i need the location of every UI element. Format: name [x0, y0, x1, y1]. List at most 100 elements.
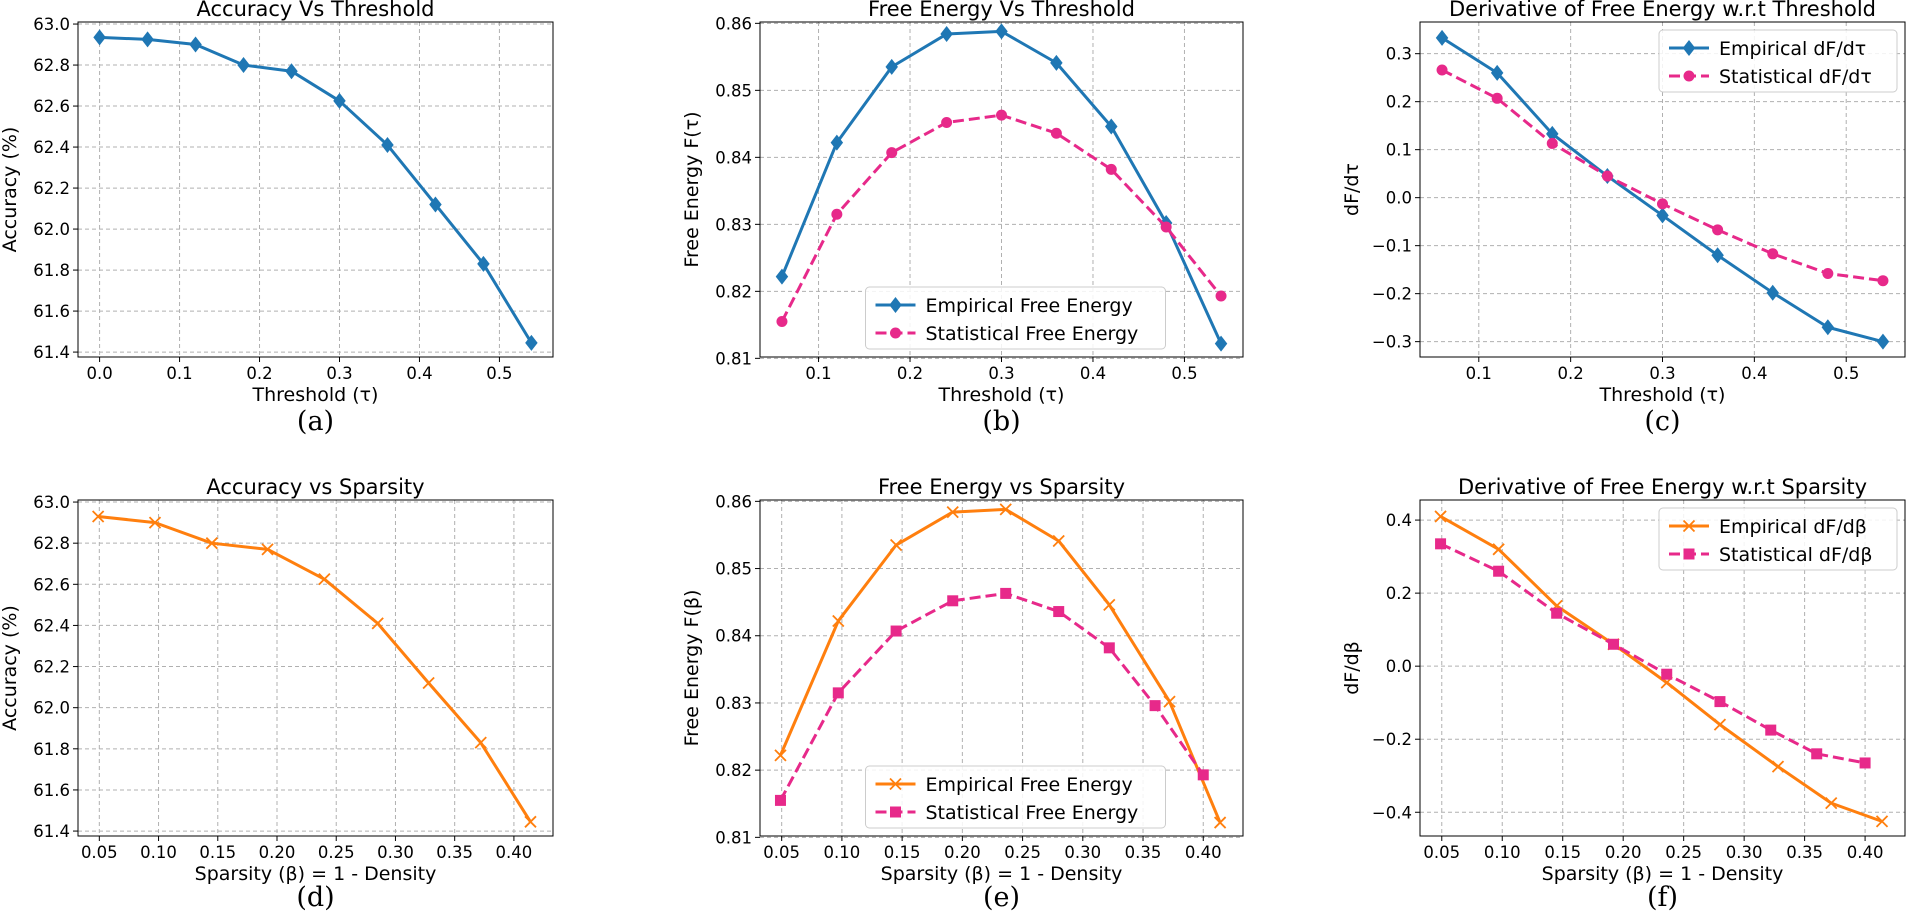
- data-point: [1713, 718, 1727, 731]
- y-axis-label: dF/dβ: [1341, 641, 1363, 695]
- legend-box: [865, 286, 1166, 350]
- x-tick-label: 0.4: [1080, 364, 1106, 383]
- data-point: [1493, 565, 1505, 577]
- legend-label: Empirical Free Energy: [926, 774, 1133, 796]
- x-tick-label: 0.30: [377, 843, 414, 862]
- y-tick-label: 61.8: [33, 740, 70, 759]
- data-point: [429, 196, 442, 213]
- x-tick-label: 0.2: [246, 364, 272, 383]
- x-axis-label: Sparsity (β) = 1 - Density: [1542, 863, 1784, 885]
- data-point: [1766, 284, 1779, 301]
- data-point: [1608, 638, 1620, 650]
- legend-label: Statistical Free Energy: [926, 323, 1139, 345]
- data-point: [1821, 319, 1835, 336]
- x-tick-label: 0.20: [1605, 843, 1642, 862]
- panel-label: (d): [296, 882, 334, 913]
- x-tick-label: 0.35: [1786, 843, 1823, 862]
- data-point: [261, 543, 274, 556]
- series-2: [1435, 538, 1871, 769]
- y-axis-label: Accuracy (%): [0, 605, 21, 731]
- data-point: [774, 749, 787, 762]
- y-tick-label: 62.8: [33, 56, 70, 75]
- legend-marker: [1683, 70, 1695, 82]
- x-axis-label: Sparsity (β) = 1 - Density: [881, 863, 1123, 885]
- x-tick-label: 0.3: [1649, 364, 1675, 383]
- panel-1: 0.0 0.1 0.2 0.3 0.4 0.5 61.4 61.6 61.8 62.0 62.2 62…: [0, 0, 554, 437]
- x-tick-label: 0.25: [318, 843, 355, 862]
- chart-title: Derivative of Free Energy w.r.t Threshol…: [1449, 0, 1876, 21]
- y-tick-label: 0.84: [715, 148, 752, 167]
- data-point: [1767, 248, 1779, 260]
- data-point: [333, 92, 346, 109]
- chart-title: Derivative of Free Energy w.r.t Sparsity: [1458, 475, 1867, 499]
- y-tick-label: 62.4: [33, 616, 70, 635]
- y-tick-label: 0.85: [715, 81, 752, 100]
- legend-marker: [1682, 40, 1696, 56]
- y-tick-label: 62.0: [33, 220, 70, 239]
- data-point: [1053, 606, 1065, 618]
- x-tick-label: 0.5: [486, 364, 512, 383]
- data-point: [148, 516, 162, 529]
- legend-marker: [890, 806, 901, 818]
- legend-label: Empirical Free Energy: [926, 295, 1133, 317]
- series-1: [774, 503, 1227, 829]
- x-tick-label: 0.15: [1544, 843, 1581, 862]
- series-line: [97, 514, 532, 823]
- data-point: [1771, 760, 1785, 773]
- data-point: [1877, 275, 1889, 287]
- y-axis-label: Free Energy F(β): [681, 590, 703, 747]
- y-tick-label: 0.83: [715, 215, 752, 234]
- legend: Empirical dF/dβ Statistical dF/dβ: [1658, 507, 1898, 571]
- x-tick-label: 0.4: [406, 364, 432, 383]
- data-point: [1859, 757, 1871, 769]
- y-tick-label: 63.0: [33, 15, 70, 34]
- data-point: [93, 29, 106, 46]
- chart-title: Free Energy Vs Threshold: [868, 0, 1135, 21]
- y-tick-label: 0.4: [1386, 511, 1412, 530]
- x-tick-label: 0.35: [1125, 843, 1162, 862]
- y-tick-label: 61.4: [33, 822, 70, 841]
- x-tick-label: 0.3: [988, 364, 1014, 383]
- x-axis-label: Threshold (τ): [938, 384, 1065, 406]
- data-point: [1551, 607, 1563, 619]
- legend-label: Empirical dF/dβ: [1719, 516, 1867, 538]
- data-point: [525, 334, 538, 351]
- series-1: [92, 510, 537, 828]
- data-point: [1160, 221, 1172, 233]
- data-point: [1214, 335, 1228, 352]
- x-tick-label: 0.25: [1665, 843, 1702, 862]
- legend-label: Statistical dF/dτ: [1719, 66, 1872, 88]
- data-point: [886, 147, 898, 159]
- x-tick-label: 0.4: [1741, 364, 1767, 383]
- data-point: [946, 505, 959, 519]
- y-tick-label: −0.1: [1372, 237, 1412, 256]
- data-point: [1811, 748, 1823, 760]
- data-point: [1436, 64, 1448, 76]
- data-point: [831, 208, 843, 220]
- data-point: [995, 23, 1008, 40]
- y-tick-label: 61.6: [33, 781, 70, 800]
- data-point: [1822, 267, 1834, 279]
- data-point: [371, 617, 384, 630]
- data-point: [1765, 724, 1777, 736]
- x-tick-label: 0.05: [1423, 843, 1460, 862]
- y-tick-label: 61.8: [33, 261, 70, 280]
- x-tick-label: 0.10: [1484, 843, 1521, 862]
- x-tick-label: 0.15: [884, 843, 921, 862]
- y-tick-label: 0.86: [715, 492, 752, 511]
- x-tick-label: 0.35: [436, 843, 473, 862]
- legend-label: Statistical dF/dβ: [1719, 544, 1873, 566]
- data-point: [1876, 333, 1890, 350]
- data-point: [1163, 695, 1176, 708]
- data-point: [830, 134, 844, 151]
- legend-marker: [1682, 519, 1696, 533]
- legend-box: [1658, 29, 1898, 93]
- panel-label: (c): [1644, 406, 1680, 437]
- chart-title: Free Energy vs Sparsity: [878, 475, 1125, 499]
- data-point: [1657, 198, 1668, 210]
- x-tick-label: 0.05: [763, 843, 800, 862]
- legend: Empirical dF/dτ Statistical dF/dτ: [1658, 29, 1898, 93]
- x-tick-label: 0.5: [1171, 364, 1197, 383]
- data-point: [1875, 815, 1889, 828]
